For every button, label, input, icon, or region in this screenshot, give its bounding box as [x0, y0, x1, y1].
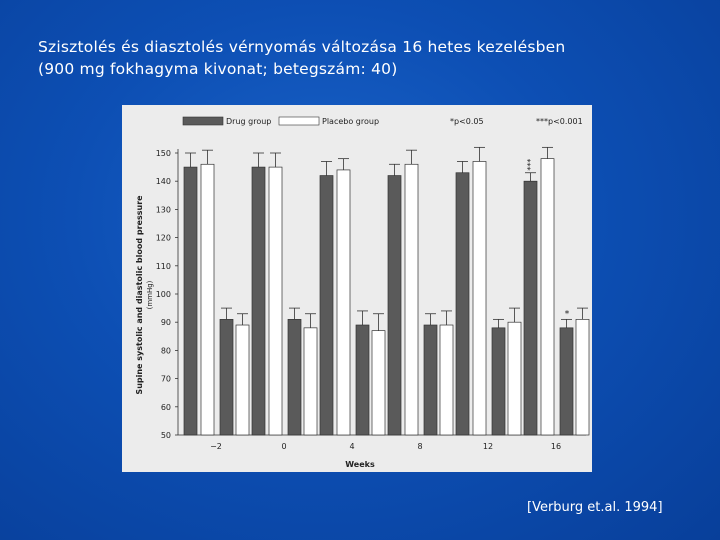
- significance-marker-single: *: [565, 309, 570, 319]
- x-tick-label: 12: [483, 442, 493, 451]
- bar-drug-diastolic: [559, 327, 574, 436]
- bar-placebo-diastolic: [371, 330, 386, 436]
- bar-drug-systolic: [183, 166, 198, 436]
- x-axis-label: Weeks: [345, 460, 375, 469]
- bar-drug-systolic: [523, 180, 538, 436]
- bar-placebo-diastolic: [235, 324, 250, 436]
- y-axis-unit-label: (mmHg): [146, 280, 154, 309]
- significance-note-single: *p<0.05: [450, 117, 484, 126]
- bar-placebo-systolic: [472, 161, 487, 436]
- x-tick-label: −2: [210, 442, 222, 451]
- x-tick-label: 4: [349, 442, 354, 451]
- y-tick-label: 150: [156, 149, 171, 158]
- y-tick-label: 50: [161, 431, 171, 440]
- y-tick-label: 80: [161, 346, 171, 355]
- slide-title-line-2: (900 mg fokhagyma kivonat; betegszám: 40…: [38, 60, 398, 78]
- slide-title-line-1: Szisztolés és diasztolés vérnyomás válto…: [38, 38, 566, 56]
- bar-placebo-diastolic: [507, 321, 522, 436]
- bar-drug-diastolic: [355, 324, 370, 436]
- bar-drug-systolic: [455, 172, 470, 436]
- y-axis-label: Supine systolic and diastolic blood pres…: [135, 195, 144, 395]
- bar-placebo-systolic: [540, 158, 555, 436]
- legend-swatch-drug: [182, 116, 224, 126]
- y-tick-label: 140: [156, 177, 171, 186]
- bar-drug-systolic: [387, 175, 402, 436]
- slide-title: Szisztolés és diasztolés vérnyomás válto…: [38, 36, 698, 80]
- y-tick-label: 110: [156, 262, 171, 271]
- y-tick-label: 120: [156, 234, 171, 243]
- bar-placebo-systolic: [200, 163, 215, 436]
- y-tick-label: 90: [161, 318, 171, 327]
- chart-figure: 50 60 70 80 90 100 110 120 130 140 150 Supine systo…: [122, 105, 592, 472]
- citation: [Verburg et.al. 1994]: [527, 500, 663, 515]
- bar-placebo-systolic: [268, 166, 283, 436]
- legend-label-drug: Drug group: [226, 117, 271, 126]
- y-tick-label: 100: [156, 290, 171, 299]
- significance-note-triple: ***p<0.001: [536, 117, 583, 126]
- bar-placebo-diastolic: [439, 324, 454, 436]
- y-tick-label: 70: [161, 375, 171, 384]
- y-tick-label: 130: [156, 205, 171, 214]
- legend-swatch-placebo: [278, 116, 320, 126]
- bar-drug-systolic: [251, 166, 266, 436]
- bar-drug-diastolic: [423, 324, 438, 436]
- bar-drug-diastolic: [491, 327, 506, 436]
- bar-placebo-diastolic: [303, 327, 318, 436]
- bar-placebo-systolic: [336, 169, 351, 436]
- bar-drug-diastolic: [287, 319, 302, 436]
- x-tick-label: 8: [417, 442, 422, 451]
- x-tick-label: 16: [551, 442, 561, 451]
- bar-drug-systolic: [319, 175, 334, 436]
- y-tick-label: 60: [161, 403, 171, 412]
- legend-label-placebo: Placebo group: [322, 117, 379, 126]
- bar-placebo-diastolic: [575, 319, 590, 436]
- significance-marker-triple: ***: [526, 159, 535, 171]
- x-tick-label: 0: [281, 442, 286, 451]
- bar-placebo-systolic: [404, 163, 419, 436]
- bar-drug-diastolic: [219, 319, 234, 436]
